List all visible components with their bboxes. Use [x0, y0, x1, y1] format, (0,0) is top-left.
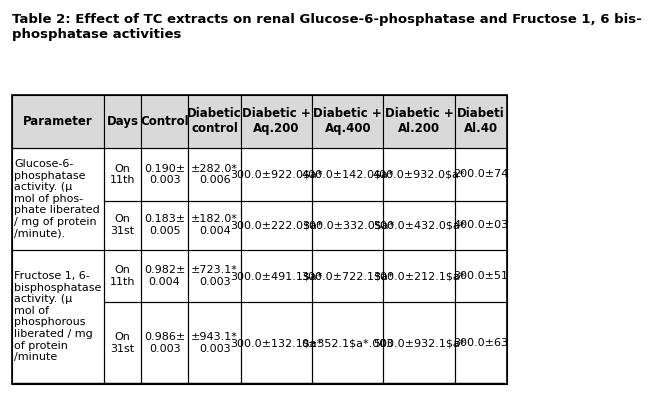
Text: 0.183±
0.005: 0.183± 0.005 [144, 215, 185, 236]
Bar [104, 303, 141, 384]
Text: 300.0±722.1$a*: 300.0±722.1$a* [302, 271, 394, 281]
Bar [455, 303, 508, 384]
Text: Control: Control [140, 115, 189, 128]
Text: 0.190±
0.003: 0.190± 0.003 [144, 163, 185, 185]
Text: 300.0±132.1$a*: 300.0±132.1$a* [231, 338, 323, 348]
Text: Days: Days [107, 115, 138, 128]
Bar [188, 95, 241, 148]
Bar [384, 250, 455, 303]
Text: Diabetic +
Al.200: Diabetic + Al.200 [385, 107, 454, 136]
Bar [12, 148, 104, 250]
Text: On
11th: On 11th [110, 163, 135, 185]
Bar [384, 148, 455, 201]
Bar [241, 148, 312, 201]
Bar [104, 95, 141, 148]
Bar [384, 95, 455, 148]
Bar [241, 303, 312, 384]
Bar [312, 250, 384, 303]
Text: 0.986±
0.003: 0.986± 0.003 [144, 332, 185, 354]
Text: ±182.0*
0.004: ±182.0* 0.004 [191, 215, 238, 236]
Bar [188, 250, 241, 303]
Text: Glucose-6-
phosphatase
activity. (μ
mol of phos-
phate liberated
/ mg of protein: Glucose-6- phosphatase activity. (μ mol … [14, 159, 100, 239]
Text: 0±352.1$a*.003: 0±352.1$a*.003 [302, 338, 394, 348]
Bar [141, 95, 188, 148]
Text: Table 2: Effect of TC extracts on renal Glucose-6-phosphatase and Fructose 1, 6 : Table 2: Effect of TC extracts on renal … [12, 13, 642, 41]
Bar [312, 303, 384, 384]
Text: On
31st: On 31st [111, 215, 135, 236]
Text: 400.0±932.0$a*: 400.0±932.0$a* [373, 169, 465, 179]
Bar [312, 95, 384, 148]
Bar [141, 95, 188, 148]
Text: 300.0±332.0$a*: 300.0±332.0$a* [302, 220, 394, 230]
Bar [12, 250, 104, 384]
Bar [312, 201, 384, 250]
Text: 300.0±491.1$a*: 300.0±491.1$a* [231, 271, 323, 281]
Text: 0.982±
0.004: 0.982± 0.004 [144, 265, 185, 287]
Text: Diabeti
Al.40: Diabeti Al.40 [457, 107, 505, 136]
Bar [455, 148, 508, 201]
Text: ±282.0*
0.006: ±282.0* 0.006 [191, 163, 238, 185]
Bar [312, 148, 384, 201]
Bar [188, 303, 241, 384]
Text: 300.0±922.0$a*: 300.0±922.0$a* [230, 169, 323, 179]
Text: Parameter: Parameter [23, 115, 93, 128]
Text: Diabetic +
Aq.200: Diabetic + Aq.200 [242, 107, 311, 136]
Bar [188, 148, 241, 201]
Bar [104, 95, 141, 148]
Bar [141, 303, 188, 384]
Bar [104, 201, 141, 250]
Bar [241, 201, 312, 250]
Bar [12, 95, 104, 148]
Bar [141, 201, 188, 250]
Bar [384, 303, 455, 384]
Text: 400.0±142.0$a*: 400.0±142.0$a* [302, 169, 394, 179]
Bar [188, 201, 241, 250]
Text: 300.0±63: 300.0±63 [454, 338, 508, 348]
Text: 300.0±212.1$a*: 300.0±212.1$a* [373, 271, 465, 281]
Text: 400.0±03: 400.0±03 [454, 220, 508, 230]
Text: Diabetic +
Aq.400: Diabetic + Aq.400 [313, 107, 382, 136]
Text: On
11th: On 11th [110, 265, 135, 287]
Bar [455, 95, 508, 148]
Text: Diabetic
control: Diabetic control [187, 107, 242, 136]
Bar [12, 95, 508, 384]
Bar [188, 95, 241, 148]
Bar [455, 95, 508, 148]
Bar [241, 95, 312, 148]
Bar [312, 95, 384, 148]
Text: ±943.1*
0.003: ±943.1* 0.003 [191, 332, 238, 354]
Bar [141, 148, 188, 201]
Text: 500.0±432.0$a*: 500.0±432.0$a* [373, 220, 465, 230]
Text: 300.0±222.0$a*: 300.0±222.0$a* [230, 220, 323, 230]
Bar [12, 95, 104, 148]
Bar [384, 201, 455, 250]
Text: 500.0±932.1$a*: 500.0±932.1$a* [373, 338, 465, 348]
Bar [455, 250, 508, 303]
Bar [104, 250, 141, 303]
Text: 300.0±51: 300.0±51 [454, 271, 508, 281]
Text: 200.0±74: 200.0±74 [453, 169, 509, 179]
Bar [141, 250, 188, 303]
Bar [104, 148, 141, 201]
Bar [241, 250, 312, 303]
Bar [241, 95, 312, 148]
Text: Fructose 1, 6-
bisphosphatase
activity. (μ
mol of
phosphorous
liberated / mg
of : Fructose 1, 6- bisphosphatase activity. … [14, 271, 101, 362]
Text: ±723.1*
0.003: ±723.1* 0.003 [191, 265, 238, 287]
Text: On
31st: On 31st [111, 332, 135, 354]
Bar [455, 201, 508, 250]
Bar [384, 95, 455, 148]
